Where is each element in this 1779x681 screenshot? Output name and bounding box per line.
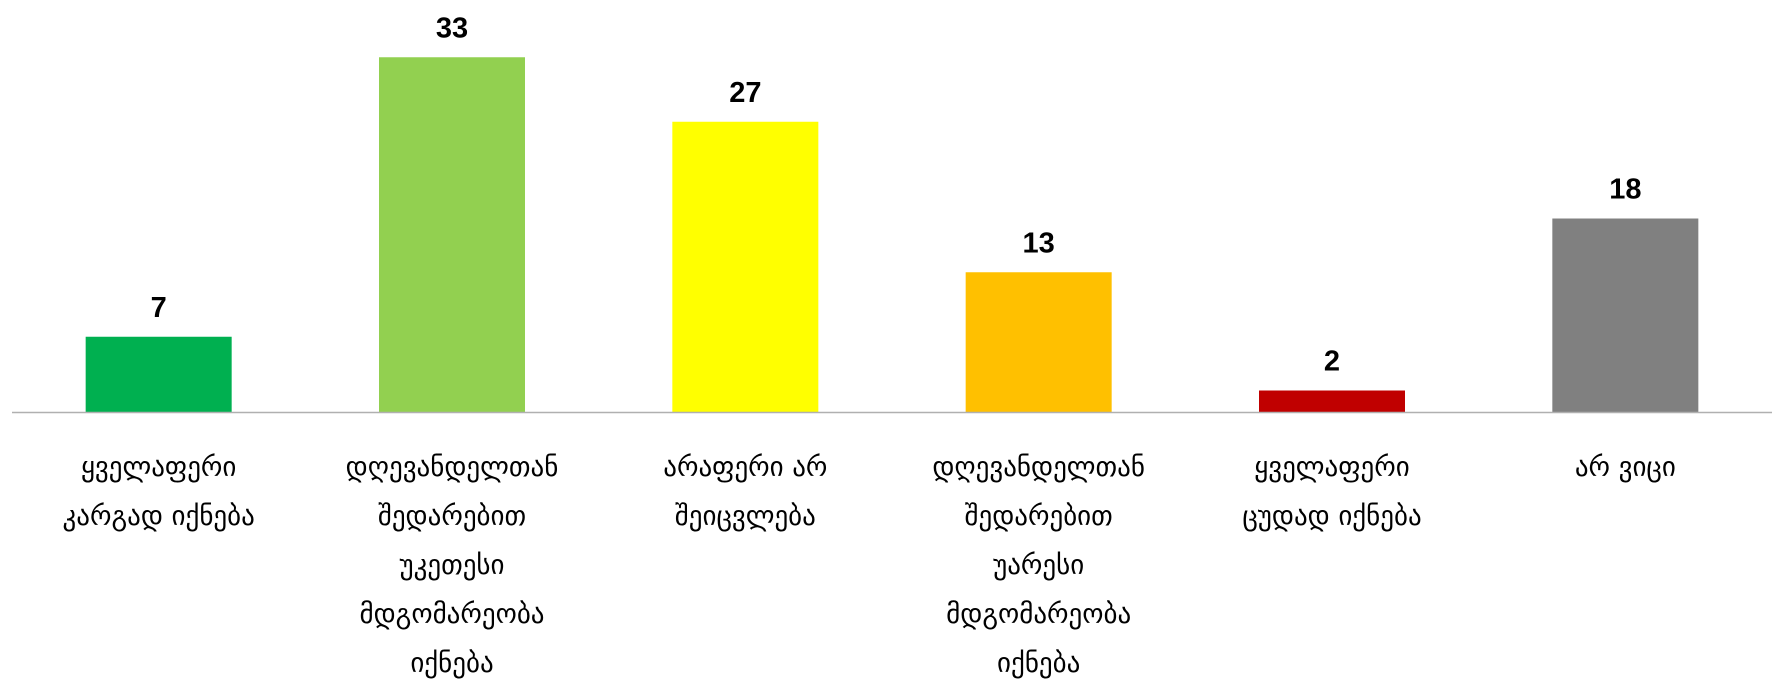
category-label-6: არ ვიცი xyxy=(1575,452,1676,483)
bar-1 xyxy=(85,336,232,412)
data-labels-group: 7 33 27 13 2 18 xyxy=(151,12,1642,377)
category-label-5: ყველაფერი ცუდად იქნება xyxy=(1242,452,1421,532)
category-label-line: უკეთესი xyxy=(399,550,504,581)
bar-6 xyxy=(1552,218,1699,412)
data-label-6: 18 xyxy=(1609,174,1641,206)
category-label-line: მდგომარეობა xyxy=(359,599,544,630)
category-label-3: არაფერი არ შეიცვლება xyxy=(663,452,827,532)
category-label-line: ყველაფერი xyxy=(81,452,236,483)
category-label-line: შედარებით xyxy=(965,501,1113,532)
category-label-line: კარგად იქნება xyxy=(62,501,254,532)
data-label-5: 2 xyxy=(1324,346,1340,378)
category-label-1: ყველაფერი კარგად იქნება xyxy=(62,452,254,532)
category-label-line: მდგომარეობა xyxy=(946,599,1131,630)
data-label-2: 33 xyxy=(436,12,468,44)
category-label-line: ყველაფერი xyxy=(1254,452,1409,483)
category-label-2: დღევანდელთან შედარებით უკეთესი მდგომარეობა ი… xyxy=(346,452,559,679)
bar-5 xyxy=(1259,390,1405,412)
bar-2 xyxy=(379,57,525,412)
category-label-line: უარესი xyxy=(993,550,1084,581)
category-label-line: იქნება xyxy=(997,648,1080,679)
bar-4 xyxy=(965,272,1112,412)
category-label-4: დღევანდელთან შედარებით უარესი მდგომარეობა იქ… xyxy=(932,452,1145,679)
category-label-line: არ ვიცი xyxy=(1575,452,1676,483)
category-label-line: დღევანდელთან xyxy=(932,452,1145,483)
bar-3 xyxy=(672,121,819,412)
data-label-1: 7 xyxy=(151,292,167,324)
category-label-line: შედარებით xyxy=(378,501,526,532)
data-label-3: 27 xyxy=(729,77,761,109)
category-label-line: იქნება xyxy=(410,648,493,679)
category-label-line: შეიცვლება xyxy=(675,501,816,532)
bars-group xyxy=(85,57,1699,412)
category-label-line: ცუდად იქნება xyxy=(1242,501,1421,532)
data-label-4: 13 xyxy=(1023,227,1055,259)
category-labels-group: ყველაფერი კარგად იქნება დღევანდელთან შედარე… xyxy=(62,452,1675,679)
category-label-line: დღევანდელთან xyxy=(346,452,559,483)
category-label-line: არაფერი არ xyxy=(663,452,827,483)
